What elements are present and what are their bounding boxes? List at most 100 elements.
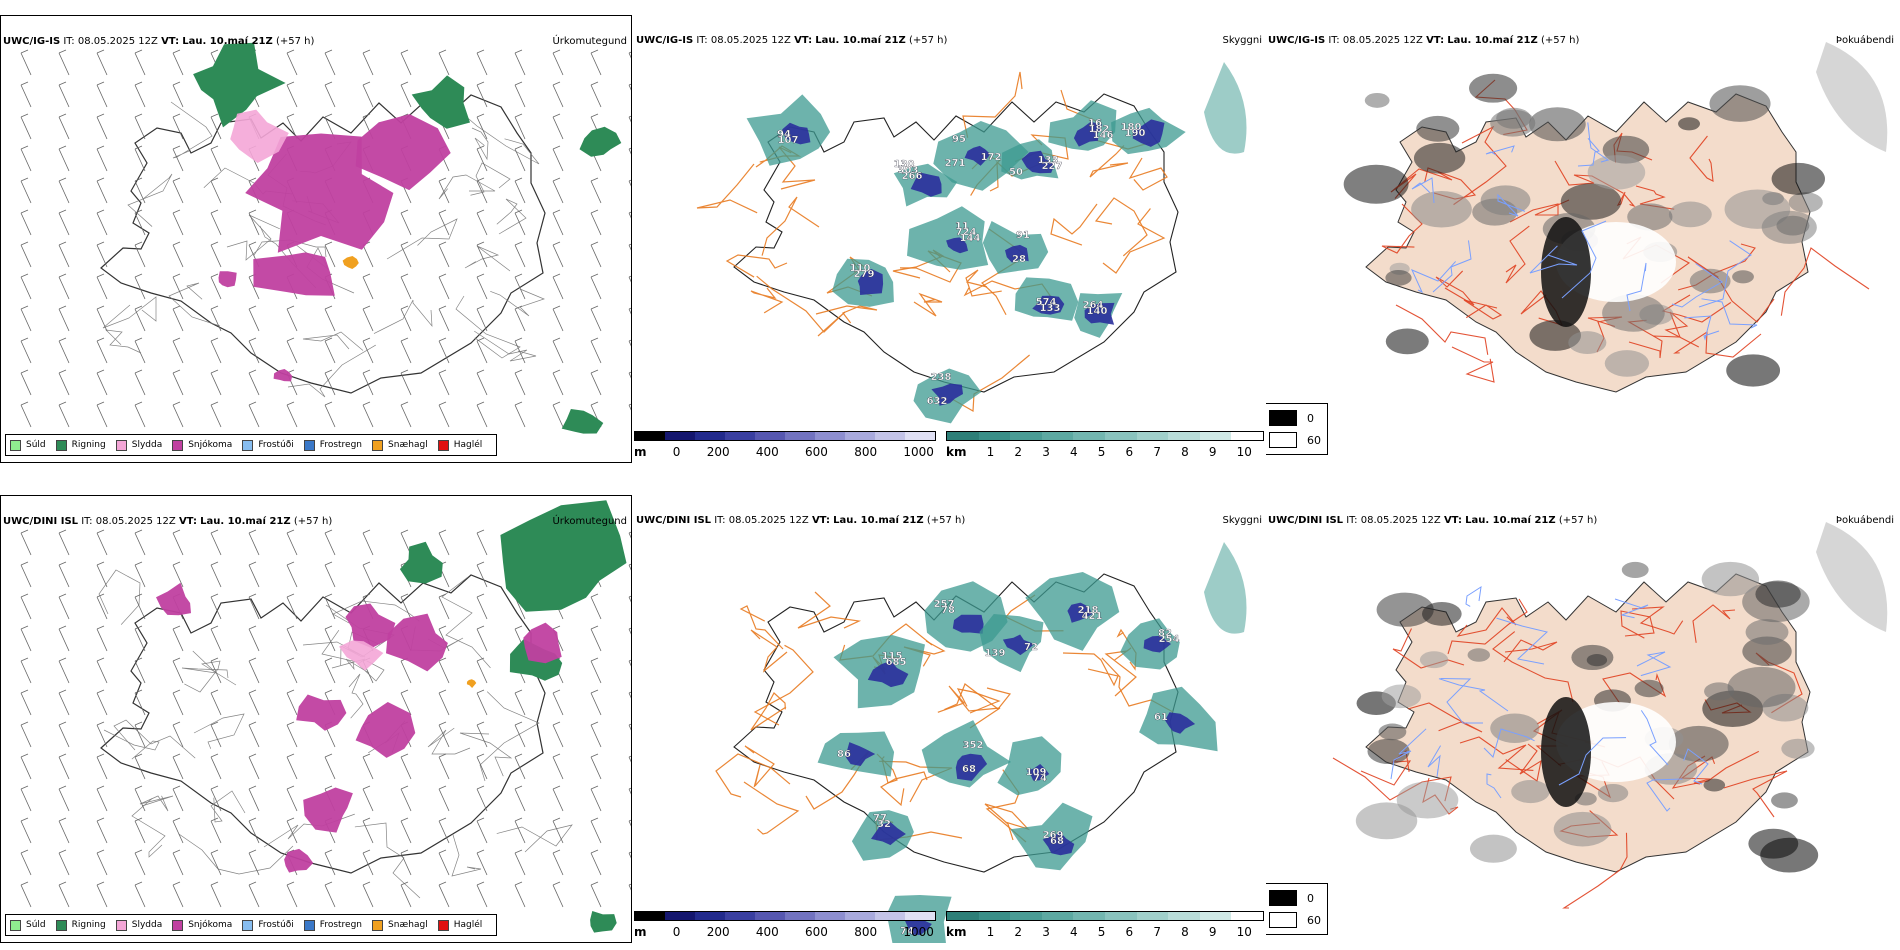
ceiling-value: 74 [1033, 773, 1047, 784]
legend-label: Haglél [453, 920, 483, 930]
rivers [1411, 122, 1758, 341]
legend-item: Rigning [55, 919, 106, 931]
height-tick: 400 [755, 925, 779, 939]
ceiling-value: 77 [873, 813, 887, 824]
visibility-tick: 5 [1097, 445, 1106, 459]
map-canvas [1332, 522, 1888, 909]
visibility-tick: 8 [1181, 445, 1189, 459]
ceiling-value: 16 [1088, 118, 1102, 129]
ceiling-value: 271 [945, 158, 966, 169]
snow-area [355, 702, 416, 758]
header-vt: Lau. 10.maí 21Z [1447, 35, 1538, 46]
fog-legend-value: 0 [1307, 891, 1314, 905]
legend-item: Frostregn [303, 919, 362, 931]
visibility-tick: 6 [1125, 445, 1134, 459]
header-lead: (+57 h) [926, 515, 966, 526]
height-unit: m [634, 925, 647, 939]
panel-header: UWC/IG-IS IT: 08.05.2025 12Z VT: Lau. 10… [1268, 35, 1579, 46]
header-vt-label: VT: [178, 516, 197, 527]
legend-item: Rigning [55, 439, 106, 451]
ceiling-value: 182 [1089, 124, 1110, 135]
visibility-unit: km [946, 925, 967, 939]
header-vt-label: VT: [794, 35, 813, 46]
header-vt: Lau. 10.maí 21Z [815, 35, 906, 46]
ceiling-value: 61 [1154, 712, 1168, 723]
header-it-label: IT: [714, 515, 726, 526]
visibility-tick: 7 [1153, 925, 1161, 939]
legend-label: Frostúði [258, 920, 294, 930]
cloud-base-low-area [1032, 295, 1065, 315]
header-lead: (+57 h) [908, 35, 948, 46]
visibility-tick: 8 [1181, 925, 1189, 939]
header-model: UWC/DINI ISL [1268, 515, 1344, 526]
legend-item: Frostregn [303, 439, 362, 451]
legend-swatch [303, 919, 315, 931]
header-vt-label: VT: [161, 36, 180, 47]
legend-swatch [55, 919, 67, 931]
visibility-colorbar [946, 431, 1264, 441]
visibility-tick: 2 [1014, 925, 1023, 939]
rain-area [399, 541, 443, 584]
height-tick: 0 [672, 925, 681, 939]
legend-item: Frostúði [242, 919, 294, 931]
ceiling-labels: 130 172 133 16 11 28 574 264 110 632 94 180 303 271 22… [777, 118, 1146, 407]
legend-label: Súld [26, 440, 46, 450]
header-it: 08.05.2025 12Z [1360, 515, 1441, 526]
visibility-tick: 9 [1208, 445, 1217, 459]
ceiling-value: 257 [934, 599, 955, 610]
legend-label: Snæhagl [388, 440, 428, 450]
fog-legend-swatch [1269, 890, 1297, 906]
legend-item: Snæhagl [372, 439, 428, 451]
legend-swatch [437, 919, 449, 931]
fog-legend-row: 60 [1269, 912, 1321, 928]
ceiling-value: 115 [882, 651, 903, 662]
cloud-base-low-area [946, 237, 968, 254]
legend-swatch [172, 919, 184, 931]
ceiling-value: 254 [1159, 634, 1180, 645]
cloud-base-low-area [857, 268, 884, 295]
height-scale-ticks: m 0 200 400 600 800 1000 [634, 445, 934, 459]
snow-area [523, 622, 562, 664]
cloud-base-low-area [1073, 121, 1103, 147]
offshore-fog [1816, 42, 1888, 152]
height-colorbar [634, 431, 936, 441]
height-tick: 1000 [903, 445, 934, 459]
legend-item: Haglél [437, 439, 482, 451]
panel-title: Þokuábendi [1835, 515, 1894, 526]
header-lead: (+57 h) [293, 516, 333, 527]
snow-area [355, 114, 451, 191]
fog-legend-row: 60 [1269, 432, 1321, 448]
header-model: UWC/DINI ISL [3, 516, 79, 527]
fog-legend-row: 0 [1269, 890, 1321, 906]
panel-title: Úrkomutegund [552, 36, 627, 47]
legend-label: Snæhagl [388, 920, 428, 930]
rain-area [590, 911, 617, 933]
panel-header: UWC/DINI ISL IT: 08.05.2025 12Z VT: Lau.… [636, 515, 965, 526]
rain-area [561, 409, 604, 434]
height-tick: 600 [805, 445, 828, 459]
ceiling-value: 574 [1036, 297, 1057, 308]
height-colorbar [634, 911, 936, 921]
header-it: 08.05.2025 12Z [1342, 35, 1423, 46]
snow-area [253, 252, 335, 296]
precip-type-panel-bottom: UWC/DINI ISL IT: 08.05.2025 12Z VT: Lau.… [0, 495, 632, 943]
precip-type-panel-top: UWC/IG-IS IT: 08.05.2025 12Z VT: Lau. 10… [0, 15, 632, 463]
visibility-tick: 10 [1236, 445, 1252, 459]
legend-label: Snjókoma [188, 440, 233, 450]
cloud-base-low-area [1084, 302, 1115, 325]
legend-item: Snæhagl [372, 919, 428, 931]
panel-title: Þokuábendi [1835, 35, 1894, 46]
visibility-tick: 7 [1153, 445, 1161, 459]
ceiling-value: 78 [941, 605, 955, 616]
legend-swatch [172, 439, 184, 451]
header-vt-label: VT: [811, 515, 830, 526]
legend-item: Haglél [437, 919, 483, 931]
low-visibility-area [1048, 100, 1117, 151]
snow-area [273, 369, 293, 382]
cloud-base-low-area [1021, 150, 1055, 174]
panel-header: UWC/IG-IS IT: 08.05.2025 12Z VT: Lau. 10… [3, 36, 314, 47]
visibility-unit: km [946, 445, 967, 459]
cloud-base-low-area [1002, 634, 1035, 656]
ceiling-value: 146 [1093, 130, 1114, 141]
